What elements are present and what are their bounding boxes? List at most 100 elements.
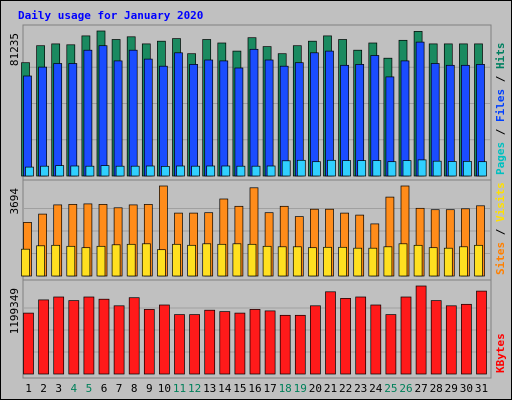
x-tick-label: 27 — [414, 382, 427, 395]
bar-sites-day-21 — [323, 246, 332, 277]
bar-kbytes-day-23 — [355, 296, 367, 375]
bar-sites-day-23 — [353, 247, 363, 277]
legend-visits: Sites / Visits — [494, 182, 507, 275]
bar-files-day-9 — [143, 58, 153, 177]
bar-pages-day-6 — [100, 165, 110, 177]
bar-files-day-1 — [23, 75, 32, 177]
bar-pages-day-20 — [312, 161, 321, 177]
y-max-label: 1199349 — [8, 288, 21, 334]
bar-kbytes-day-8 — [128, 297, 140, 375]
bar-files-day-19 — [294, 62, 304, 177]
bar-sites-day-18 — [277, 246, 287, 277]
bar-kbytes-day-24 — [370, 304, 382, 375]
bar-sites-day-11 — [172, 243, 181, 277]
bar-kbytes-day-4 — [68, 300, 80, 375]
bar-pages-day-4 — [70, 165, 80, 177]
bar-kbytes-day-5 — [83, 296, 95, 375]
bar-pages-day-25 — [387, 161, 397, 177]
bar-sites-day-22 — [338, 246, 347, 277]
bar-sites-day-4 — [66, 245, 76, 277]
bar-pages-day-18 — [281, 160, 291, 177]
x-tick-label: 13 — [203, 382, 216, 395]
x-tick-label: 18 — [279, 382, 292, 395]
bar-files-day-20 — [310, 52, 319, 177]
x-tick-label: 10 — [158, 382, 171, 395]
x-tick-label: 22 — [339, 382, 352, 395]
bar-files-day-21 — [325, 50, 334, 177]
bar-kbytes-day-11 — [174, 314, 185, 375]
x-tick-label: 19 — [294, 382, 307, 395]
bar-pages-day-21 — [327, 159, 336, 177]
bar-kbytes-day-26 — [400, 296, 412, 375]
bar-sites-day-1 — [21, 248, 30, 277]
x-tick-label: 17 — [263, 382, 276, 395]
bar-kbytes-day-30 — [461, 303, 472, 375]
series-files — [23, 41, 485, 177]
chart-title: Daily usage for January 2020 — [18, 9, 203, 22]
legend-part: / — [494, 122, 507, 142]
bar-files-day-28 — [430, 63, 440, 177]
bar-pages-day-1 — [25, 166, 34, 177]
bar-pages-day-31 — [478, 161, 487, 177]
bar-sites-day-17 — [262, 245, 272, 277]
x-tick-label: 21 — [324, 382, 337, 395]
bar-files-day-29 — [445, 64, 455, 177]
x-tick-label: 26 — [399, 382, 412, 395]
bar-kbytes-day-31 — [476, 290, 487, 375]
bar-kbytes-day-12 — [189, 314, 200, 375]
bar-sites-day-26 — [398, 243, 408, 277]
x-tick-label: 14 — [218, 382, 232, 395]
bar-sites-day-31 — [474, 244, 483, 277]
x-tick-label: 16 — [248, 382, 261, 395]
x-tick-label: 4 — [70, 382, 77, 395]
bar-pages-day-23 — [357, 160, 367, 177]
bar-kbytes-day-28 — [430, 300, 442, 375]
bar-pages-day-8 — [130, 165, 140, 177]
bar-kbytes-day-3 — [53, 296, 65, 375]
bar-sites-day-16 — [247, 243, 257, 277]
bar-files-day-31 — [476, 64, 485, 177]
panel-kbytes: 1199349 KBytes — [8, 279, 507, 379]
bar-kbytes-day-22 — [340, 298, 351, 375]
series-sites — [21, 243, 483, 277]
bar-files-day-18 — [279, 65, 289, 177]
bar-pages-day-11 — [176, 165, 185, 177]
bar-pages-day-26 — [402, 160, 412, 177]
bar-pages-day-15 — [236, 165, 246, 177]
bar-pages-day-9 — [145, 165, 155, 177]
bar-pages-day-5 — [85, 165, 95, 177]
bar-files-day-14 — [219, 60, 229, 177]
bar-kbytes-day-27 — [415, 285, 427, 375]
bar-kbytes-day-14 — [219, 311, 231, 375]
x-tick-label: 1 — [25, 382, 32, 395]
bar-files-day-10 — [159, 65, 168, 177]
bar-sites-day-28 — [428, 247, 438, 277]
bar-pages-day-28 — [432, 160, 442, 177]
bar-pages-day-12 — [191, 165, 200, 177]
x-axis-ticks: 1 2 3 4 5 6 7 8 9 10 11 12 13 14 15 16 17 18 19 20 21 22 23 24 2… — [25, 382, 488, 395]
bar-pages-day-19 — [296, 159, 306, 177]
x-tick-label: 8 — [131, 382, 138, 395]
legend-part: / — [494, 222, 507, 242]
bar-pages-day-14 — [221, 165, 231, 177]
x-tick-label: 30 — [460, 382, 473, 395]
bar-sites-day-2 — [36, 245, 45, 277]
x-tick-label: 28 — [430, 382, 443, 395]
bar-sites-day-7 — [111, 244, 121, 277]
bar-files-day-30 — [461, 64, 470, 177]
bar-sites-day-20 — [308, 247, 317, 277]
bar-files-day-27 — [415, 41, 425, 177]
x-tick-label: 11 — [173, 382, 186, 395]
bar-sites-day-10 — [157, 249, 166, 277]
bar-sites-day-12 — [187, 244, 196, 277]
x-tick-label: 24 — [369, 382, 383, 395]
bar-kbytes-day-9 — [143, 309, 155, 375]
x-tick-label: 2 — [40, 382, 47, 395]
bar-kbytes-day-15 — [234, 312, 246, 375]
y-max-label: 3694 — [8, 188, 21, 215]
bar-pages-day-7 — [115, 165, 125, 177]
bar-kbytes-day-1 — [23, 312, 34, 375]
bar-kbytes-day-6 — [98, 298, 110, 375]
bar-files-day-4 — [68, 63, 78, 177]
